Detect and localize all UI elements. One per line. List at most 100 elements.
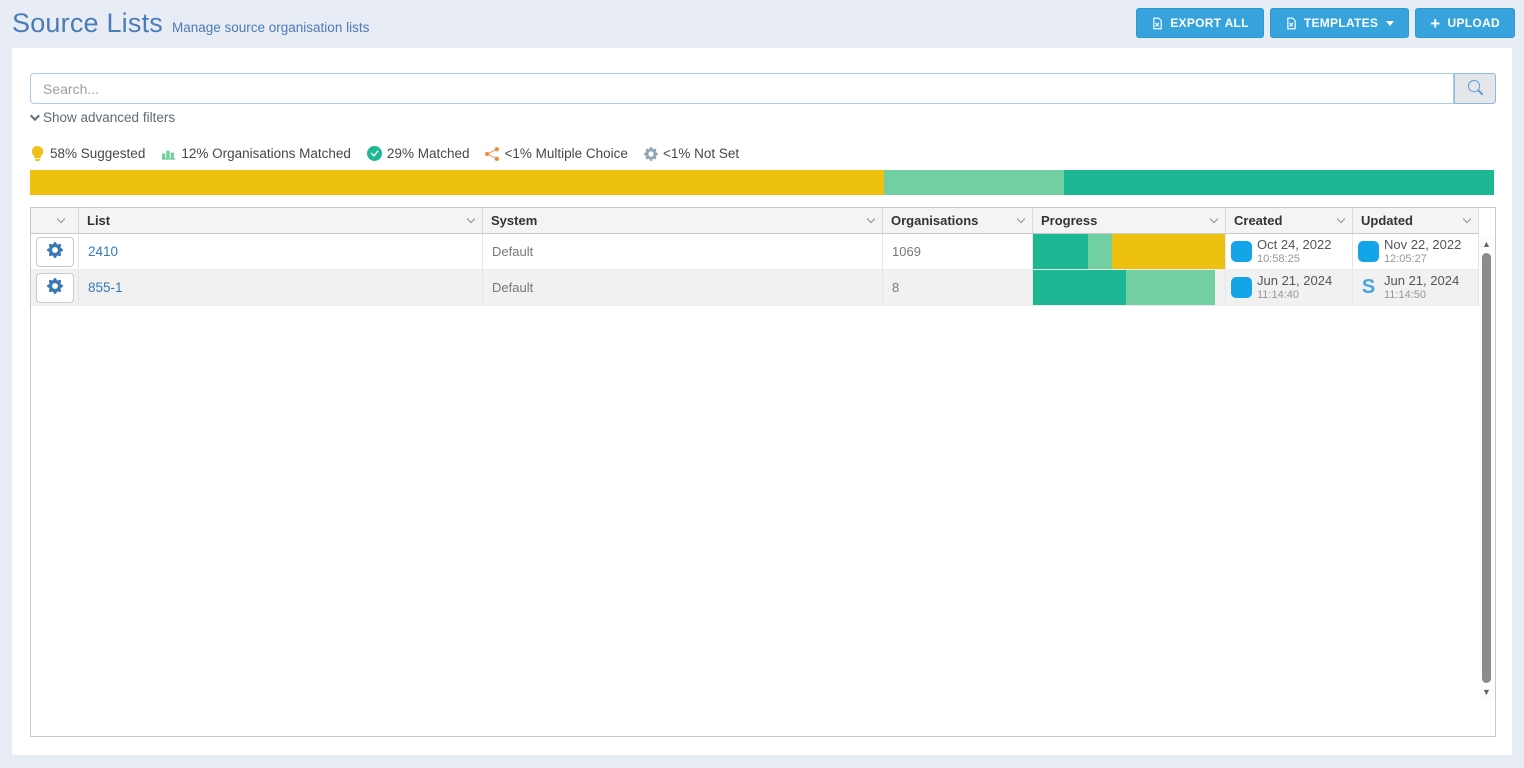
legend-item-organisations-matched: 12% Organisations Matched: [161, 146, 351, 161]
plus-icon: +: [1430, 13, 1441, 33]
progress-segment-matched: [1033, 234, 1088, 269]
column-label: List: [87, 213, 111, 228]
created-time: 11:14:40: [1257, 288, 1300, 301]
progress-legend: 58% Suggested 12% Organisations Matched …: [30, 146, 739, 161]
progress-segment-organisations-matched: [1126, 270, 1216, 305]
column-menu-icon[interactable]: [1016, 214, 1026, 224]
legend-label: 29% Matched: [386, 146, 470, 161]
source-app-icon: [1231, 241, 1252, 262]
list-name-cell: 2410: [79, 234, 483, 270]
created-date: Oct 24, 2022: [1257, 236, 1332, 252]
column-label: System: [491, 213, 538, 228]
updated-time: 12:05:27: [1384, 252, 1427, 265]
chart-bar-icon: [161, 146, 176, 161]
legend-label: <1% Multiple Choice: [504, 146, 628, 161]
page-title: Source Lists: [12, 8, 163, 38]
updated-cell: Nov 22, 2022 12:05:27: [1353, 234, 1479, 270]
column-header-updated[interactable]: Updated: [1353, 208, 1479, 234]
source-lists-table: List System Organisations Progress Creat…: [30, 207, 1496, 737]
column-label: Organisations: [891, 213, 979, 228]
legend-item-suggested: 58% Suggested: [30, 146, 145, 161]
created-date: Jun 21, 2024: [1257, 272, 1333, 288]
progress-segment-suggested: [30, 170, 884, 195]
system-cell: Default: [483, 270, 883, 306]
legend-label: 58% Suggested: [50, 146, 146, 161]
column-header-progress[interactable]: Progress: [1033, 208, 1226, 234]
vertical-scrollbar[interactable]: ▲ ▼: [1479, 235, 1494, 701]
chevron-down-icon: [29, 111, 40, 122]
excel-file-icon: [1151, 17, 1164, 30]
column-menu-icon[interactable]: [866, 214, 876, 224]
column-menu-icon[interactable]: [1462, 214, 1472, 224]
source-app-icon: [1231, 277, 1252, 298]
legend-item-not-set: <1% Not Set: [644, 146, 739, 161]
column-header-created[interactable]: Created: [1226, 208, 1353, 234]
created-time: 10:58:25: [1257, 252, 1300, 265]
gear-icon: [47, 242, 63, 261]
lightbulb-icon: [30, 146, 45, 161]
toolbar: EXPORT ALL TEMPLATES + UPLOAD: [1136, 8, 1515, 38]
legend-label: 12% Organisations Matched: [181, 146, 351, 161]
templates-label: TEMPLATES: [1303, 16, 1379, 30]
templates-button[interactable]: TEMPLATES: [1269, 8, 1410, 38]
export-all-button[interactable]: EXPORT ALL: [1136, 8, 1264, 38]
export-all-label: EXPORT ALL: [1170, 16, 1249, 30]
column-header-system[interactable]: System: [483, 208, 883, 234]
page-subtitle: Manage source organisation lists: [171, 20, 370, 35]
legend-item-multiple-choice: <1% Multiple Choice: [485, 146, 628, 161]
overall-progress-bar: [30, 170, 1494, 195]
column-header-organisations[interactable]: Organisations: [883, 208, 1033, 234]
search-input[interactable]: [30, 73, 1454, 104]
search-button[interactable]: [1454, 73, 1496, 104]
created-cell: Oct 24, 2022 10:58:25: [1226, 234, 1353, 270]
share-icon: [485, 147, 499, 161]
progress-segment-organisations-matched: [883, 170, 1064, 195]
created-cell: Jun 21, 2024 11:14:40: [1226, 270, 1353, 306]
progress-segment-organisations-matched: [1087, 234, 1112, 269]
list-link[interactable]: 2410: [88, 244, 119, 259]
updated-date: Nov 22, 2022: [1384, 236, 1462, 252]
upload-button[interactable]: + UPLOAD: [1415, 8, 1515, 38]
organisations-cell: 1069: [883, 234, 1033, 270]
list-name-cell: 855-1: [79, 270, 483, 306]
column-menu-icon[interactable]: [1209, 214, 1219, 224]
legend-label: <1% Not Set: [662, 146, 740, 161]
row-progress-cell: [1033, 234, 1226, 270]
column-label: Created: [1234, 213, 1283, 228]
check-circle-icon: [367, 146, 382, 161]
progress-segment-matched: [1033, 270, 1127, 305]
scroll-down-arrow[interactable]: ▼: [1482, 687, 1491, 697]
row-settings-button[interactable]: [35, 272, 74, 303]
table-row-actions-cell: [31, 270, 79, 306]
page-header: Source Lists Manage source organisation …: [12, 8, 369, 39]
column-header-list[interactable]: List: [79, 208, 483, 234]
search-icon: [1468, 80, 1483, 98]
updated-date: Jun 21, 2024: [1384, 272, 1460, 288]
column-menu-icon[interactable]: [1336, 214, 1346, 224]
progress-segment-matched: [1063, 170, 1494, 195]
updated-cell: S Jun 21, 2024 11:14:50: [1353, 270, 1479, 306]
gear-icon: [47, 278, 63, 297]
source-app-icon: [1358, 241, 1379, 262]
show-advanced-filters-toggle[interactable]: Show advanced filters: [29, 110, 176, 125]
list-link[interactable]: 855-1: [88, 280, 123, 295]
column-label: Updated: [1361, 213, 1413, 228]
s-system-logo-icon: S: [1361, 276, 1376, 298]
advanced-filters-label: Show advanced filters: [43, 110, 176, 125]
table-row-actions-cell: [31, 234, 79, 270]
scroll-up-arrow[interactable]: ▲: [1482, 239, 1491, 249]
progress-segment-suggested: [1111, 234, 1225, 269]
row-progress-cell: [1033, 270, 1226, 306]
updated-time: 11:14:50: [1384, 288, 1427, 301]
gear-icon: [644, 147, 658, 161]
organisations-cell: 8: [883, 270, 1033, 306]
column-header-actions[interactable]: [31, 208, 79, 234]
column-label: Progress: [1041, 213, 1098, 228]
scrollbar-thumb[interactable]: [1482, 253, 1491, 683]
legend-item-matched: 29% Matched: [367, 146, 470, 161]
column-menu-icon[interactable]: [466, 214, 476, 224]
row-settings-button[interactable]: [35, 236, 74, 267]
column-menu-icon[interactable]: [56, 214, 66, 224]
caret-down-icon: [1386, 20, 1395, 26]
